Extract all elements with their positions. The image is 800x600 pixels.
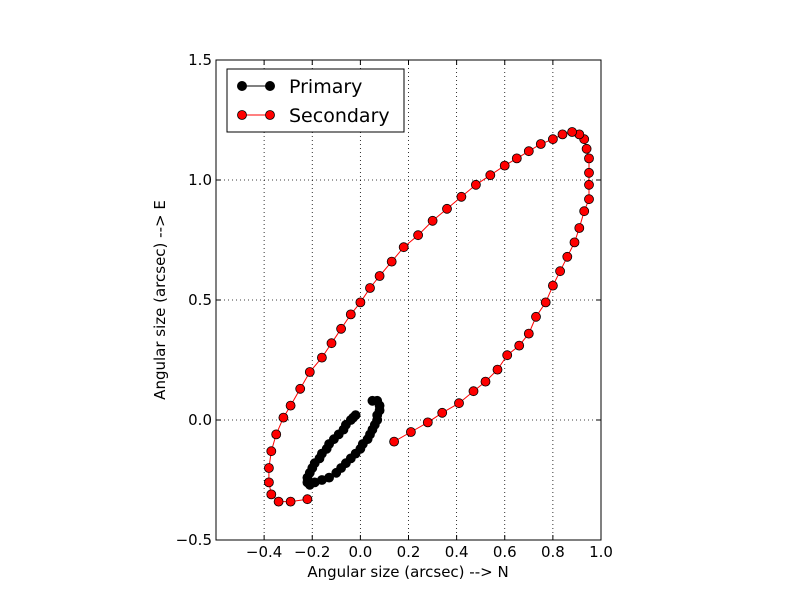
y-tick-label: 1.0 (188, 171, 212, 189)
secondary-point (581, 143, 592, 154)
secondary-point (454, 398, 464, 409)
secondary-point (456, 191, 467, 202)
secondary-point (422, 417, 433, 428)
secondary-point (535, 139, 546, 149)
secondary-point (389, 436, 400, 447)
secondary-point (540, 297, 551, 308)
primary-point (350, 410, 361, 421)
secondary-point (316, 352, 327, 363)
legend-label-secondary: Secondary (289, 105, 390, 127)
secondary-point (584, 179, 594, 190)
axis-ticks: −0.4 −0.2 0.0 0.2 0.4 0.6 0.8 1.0 −0.5 0.0 0.5 1.0 1… (176, 51, 613, 561)
secondary-point (273, 496, 284, 507)
secondary-point (336, 323, 347, 334)
secondary-point (386, 256, 397, 267)
secondary-point (285, 400, 296, 411)
secondary-point (548, 280, 558, 291)
y-axis-title: Angular size (arcsec) --> E (151, 200, 169, 400)
legend-marker-secondary (265, 110, 275, 120)
x-tick-label: 0.8 (541, 543, 565, 561)
secondary-point (295, 383, 306, 394)
secondary-point (567, 127, 577, 137)
x-tick-label: 0.0 (348, 543, 372, 561)
secondary-point (468, 386, 479, 397)
secondary-point (302, 494, 313, 505)
secondary-point (579, 206, 590, 217)
secondary-point (492, 364, 503, 375)
y-tick-label: 1.5 (188, 51, 212, 69)
secondary-point (548, 134, 558, 145)
primary-point (367, 395, 378, 406)
legend: Primary Secondary (226, 68, 405, 133)
secondary-point (480, 376, 491, 387)
x-tick-label: −0.4 (246, 543, 282, 561)
secondary-point (523, 146, 534, 157)
secondary-point (365, 283, 375, 293)
legend-box (226, 68, 405, 133)
secondary-point (442, 203, 452, 214)
primary-point (331, 467, 342, 478)
secondary-point (263, 477, 274, 488)
secondary-point (278, 412, 289, 423)
secondary-point (374, 271, 385, 281)
series-layer (263, 127, 594, 507)
secondary-point (266, 489, 277, 500)
secondary-point (271, 429, 282, 440)
legend-marker-secondary (237, 110, 247, 120)
x-tick-label: 0.4 (445, 543, 469, 561)
secondary-point (405, 427, 416, 437)
legend-label-primary: Primary (289, 76, 362, 98)
secondary-point (569, 237, 580, 248)
secondary-point (523, 328, 534, 339)
secondary-point (555, 266, 565, 277)
secondary-point (485, 170, 496, 181)
secondary-point (562, 251, 573, 262)
x-tick-label: −0.2 (294, 543, 330, 561)
secondary-point (557, 129, 568, 140)
secondary-point (437, 407, 448, 418)
secondary-point (499, 160, 510, 171)
secondary-point (511, 153, 522, 164)
secondary-point (285, 496, 296, 507)
legend-marker-primary (265, 81, 275, 91)
secondary-point (470, 179, 481, 190)
y-tick-label: −0.5 (176, 531, 212, 549)
secondary-point (304, 367, 315, 377)
secondary-point (326, 338, 337, 349)
x-tick-label: 1.0 (589, 543, 613, 561)
secondary-point (266, 446, 277, 457)
x-tick-label: 0.2 (397, 543, 421, 561)
x-axis-title: Angular size (arcsec) --> N (307, 563, 508, 581)
secondary-point (355, 297, 366, 308)
y-tick-label: 0.0 (188, 411, 212, 429)
x-tick-label: 0.6 (493, 543, 517, 561)
secondary-point (514, 340, 525, 351)
secondary-point (502, 350, 513, 361)
secondary-point (574, 223, 585, 233)
secondary-point (584, 194, 594, 205)
secondary-point (398, 242, 409, 253)
legend-marker-primary (237, 81, 247, 91)
secondary-point (584, 167, 594, 178)
secondary-point (584, 153, 594, 164)
y-tick-label: 0.5 (188, 291, 212, 309)
secondary-point (263, 463, 274, 473)
secondary-point (345, 309, 356, 320)
secondary-point (427, 215, 438, 226)
secondary-point (413, 230, 424, 241)
secondary-point (531, 311, 541, 322)
